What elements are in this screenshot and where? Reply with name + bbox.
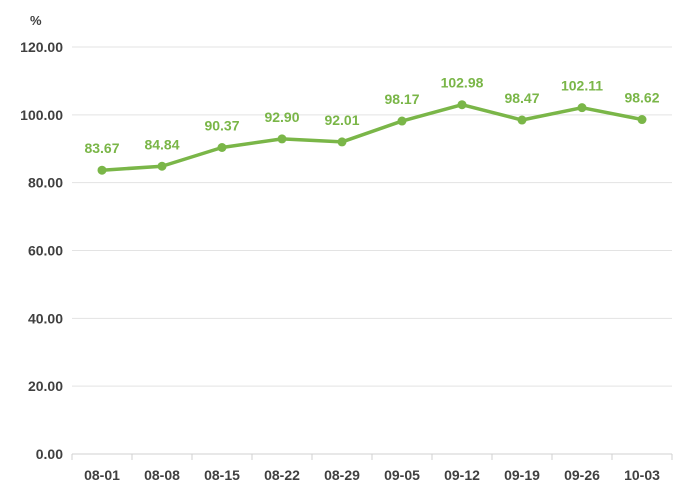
x-tick-label: 08-22 (264, 467, 300, 483)
y-tick-label: 0.00 (36, 446, 63, 462)
data-label: 90.37 (204, 117, 239, 133)
data-point (337, 137, 347, 147)
data-label: 98.47 (504, 90, 539, 106)
data-point (157, 161, 167, 171)
data-point (577, 103, 587, 113)
y-tick-label: 120.00 (20, 39, 63, 55)
data-points (97, 100, 647, 175)
x-tick-label: 10-03 (624, 467, 660, 483)
x-tick-label: 09-26 (564, 467, 600, 483)
data-point (277, 134, 287, 144)
y-axis-tick-labels: 0.00 20.00 40.00 60.00 80.00 100.00 120.00 (20, 39, 63, 462)
data-labels: 83.67 84.84 90.37 92.90 92.01 98.17 102.98 98.4… (84, 75, 659, 156)
gridlines (72, 46, 672, 387)
series-line (100, 102, 644, 172)
x-tick-label: 09-12 (444, 467, 480, 483)
data-label: 83.67 (84, 140, 119, 156)
data-point (457, 100, 467, 110)
y-axis-unit-label: % (30, 13, 42, 28)
y-tick-label: 40.00 (28, 310, 63, 326)
y-tick-label: 60.00 (28, 243, 63, 259)
x-tick-label: 08-01 (84, 467, 120, 483)
data-label: 102.11 (561, 78, 603, 94)
data-point (97, 165, 107, 175)
data-label: 92.01 (324, 112, 359, 128)
x-tick-label: 09-19 (504, 467, 540, 483)
x-tick-label: 08-29 (324, 467, 360, 483)
data-label: 98.17 (384, 91, 419, 107)
series-group (100, 102, 644, 172)
x-tick-label: 09-05 (384, 467, 420, 483)
data-point (217, 142, 227, 152)
data-label: 102.98 (441, 75, 484, 91)
data-point (517, 115, 527, 125)
x-axis (71, 453, 673, 460)
x-tick-label: 08-08 (144, 467, 180, 483)
x-tick-label: 08-15 (204, 467, 240, 483)
data-label: 84.84 (144, 136, 179, 152)
data-label: 98.62 (624, 90, 659, 106)
y-tick-label: 80.00 (28, 175, 63, 191)
data-point (637, 115, 647, 125)
y-tick-label: 100.00 (20, 107, 63, 123)
data-label: 92.90 (264, 109, 299, 125)
data-point (397, 116, 407, 126)
x-axis-tick-labels: 08-01 08-08 08-15 08-22 08-29 09-05 09-12 09-19… (84, 467, 660, 483)
y-tick-label: 20.00 (28, 378, 63, 394)
